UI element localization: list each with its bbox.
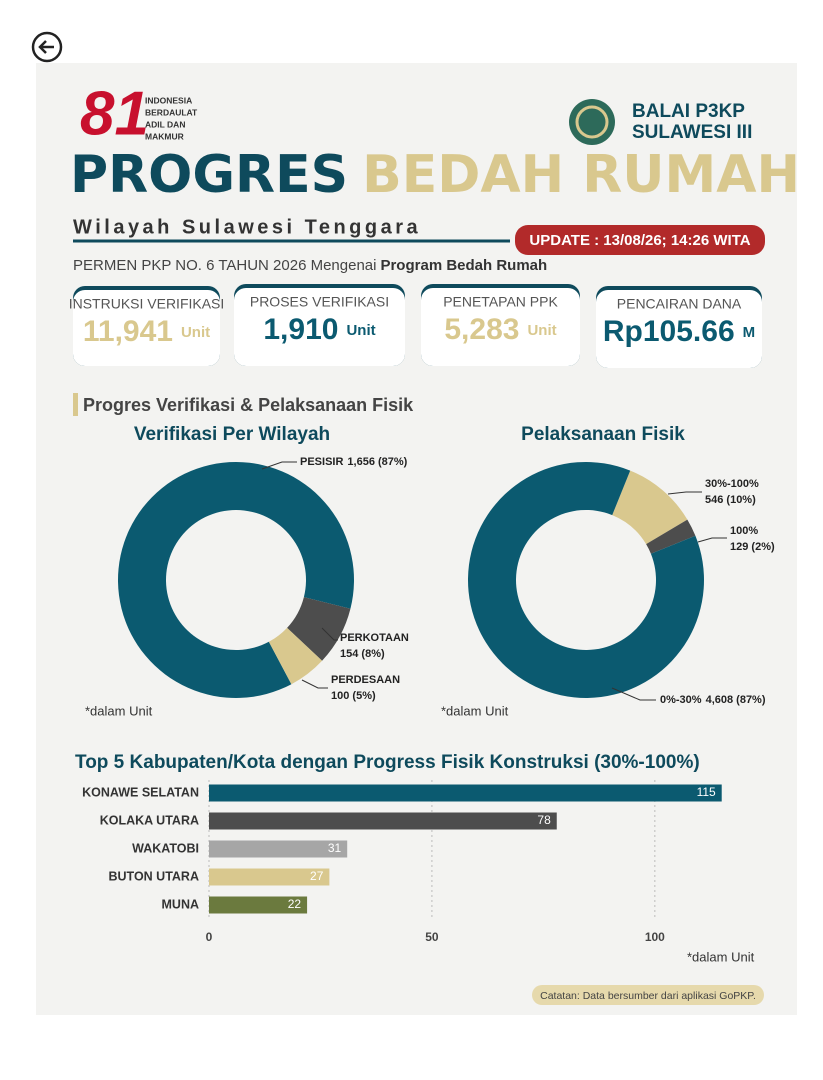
y-tick-label: KOLAKA UTARA xyxy=(100,813,199,827)
donut-slice xyxy=(467,462,705,698)
chart-title: Verifikasi Per Wilayah xyxy=(134,424,330,445)
card-value: Rp105.66 M xyxy=(603,315,755,348)
main-title: PROGRES BEDAH RUMAH xyxy=(70,145,800,205)
card xyxy=(596,290,762,368)
card-label: INSTRUKSI VERIFIKASI xyxy=(69,296,225,312)
x-tick-label: 0 xyxy=(206,930,213,944)
slice-category: 100% xyxy=(730,525,758,537)
leader-line xyxy=(301,679,328,689)
chart-note: *dalam Unit xyxy=(441,703,509,718)
card-label: PENCAIRAN DANA xyxy=(617,296,742,312)
section-title: Progres Verifikasi & Pelaksanaan Fisik xyxy=(83,395,414,415)
logo-81: 81 xyxy=(80,79,149,148)
regulation-bold: Program Bedah Rumah xyxy=(380,257,547,274)
card xyxy=(421,288,580,366)
y-tick-label: BUTON UTARA xyxy=(108,869,199,883)
subtitle: Wilayah Sulawesi Tenggara xyxy=(73,216,421,238)
x-tick-label: 50 xyxy=(425,930,439,944)
slice-label: PESISIR 1,656 (87%) xyxy=(300,456,408,468)
bar-value: 27 xyxy=(310,869,324,883)
card-unit: M xyxy=(743,324,756,341)
card-number: Rp105.66 xyxy=(603,315,735,348)
footer-badge xyxy=(532,985,764,1005)
bar-value: 115 xyxy=(697,785,716,799)
leader-line xyxy=(321,627,338,641)
slice-category: PERKOTAAN xyxy=(340,632,409,644)
donut-slice xyxy=(118,461,355,698)
card-unit: Unit xyxy=(181,324,210,341)
slice-label: 0%-30% 4,608 (87%) xyxy=(660,694,766,706)
card-value: 5,283 Unit xyxy=(444,313,556,346)
donut-slice xyxy=(612,470,688,545)
slice-value: 154 (8%) xyxy=(340,648,385,660)
card-value: 1,910 Unit xyxy=(263,313,375,346)
chart-note: *dalam Unit xyxy=(85,703,153,718)
bar-value: 22 xyxy=(288,897,302,911)
card xyxy=(234,288,405,366)
logo-text: BERDAULAT xyxy=(145,107,198,117)
chart-title: Pelaksanaan Fisik xyxy=(521,424,685,445)
update-badge xyxy=(515,225,765,255)
back-button[interactable] xyxy=(31,31,63,63)
y-tick-label: KONAWE SELATAN xyxy=(82,785,199,799)
back-icon[interactable] xyxy=(31,31,63,63)
leader-line xyxy=(697,537,727,543)
card-unit: Unit xyxy=(346,322,375,339)
slice-value: 546 (10%) xyxy=(705,494,756,506)
donut-slice xyxy=(646,519,696,554)
logo-text: SULAWESI III xyxy=(632,122,752,143)
slice-value: 129 (2%) xyxy=(730,541,775,553)
card-label: PROSES VERIFIKASI xyxy=(250,294,389,310)
leader-line xyxy=(611,687,656,701)
bar-value: 78 xyxy=(537,813,551,827)
back-arrow[interactable] xyxy=(38,40,54,54)
card-number: 1,910 xyxy=(263,313,338,346)
donut-slice xyxy=(268,627,323,685)
card-value: 11,941 Unit xyxy=(83,315,210,348)
section-bar xyxy=(73,393,78,416)
chart-title: Top 5 Kabupaten/Kota dengan Progress Fis… xyxy=(75,752,700,773)
y-tick-label: MUNA xyxy=(162,897,200,911)
slice-category: 0%-30% xyxy=(660,694,702,706)
leader-line xyxy=(261,461,297,470)
y-tick-label: WAKATOBI xyxy=(132,841,199,855)
slice-value: 4,608 (87%) xyxy=(706,694,766,706)
title-part: BEDAH RUMAH xyxy=(362,145,800,205)
card-label: PENETAPAN PPK xyxy=(443,294,558,310)
slice-category: 30%-100% xyxy=(705,478,759,490)
card-number: 5,283 xyxy=(444,313,519,346)
slice-value: 100 (5%) xyxy=(331,690,376,702)
card-number: 11,941 xyxy=(83,315,173,348)
leader-line xyxy=(667,491,702,495)
title-part: PROGRES xyxy=(70,145,348,205)
donut-slice xyxy=(287,597,351,661)
bar-value: 31 xyxy=(328,841,342,855)
update-text: UPDATE : 13/08/26; 14:26 WITA xyxy=(529,232,750,249)
bar xyxy=(209,812,557,830)
bar xyxy=(209,868,330,886)
slice-category: PESISIR xyxy=(300,456,343,468)
footer-text: Catatan: Data bersumber dari aplikasi Go… xyxy=(540,990,756,1002)
regulation: PERMEN PKP NO. 6 TAHUN 2026 Mengenai Prog… xyxy=(73,257,547,274)
logo-emblem-ring xyxy=(575,105,609,139)
bar xyxy=(209,840,348,858)
x-tick-label: 100 xyxy=(645,930,665,944)
bar xyxy=(209,896,308,914)
regulation-text: PERMEN PKP NO. 6 TAHUN 2026 Mengenai xyxy=(73,257,376,274)
card-unit: Unit xyxy=(527,322,556,339)
stat-cards: INSTRUKSI VERIFIKASI 11,941 Unit PROSES VER… xyxy=(69,284,762,368)
chart-note: *dalam Unit xyxy=(687,949,755,964)
logo-text: ADIL DAN xyxy=(145,119,185,129)
logo-text: BALAI P3KP xyxy=(632,101,745,122)
bar xyxy=(209,784,722,802)
slice-category: PERDESAAN xyxy=(331,674,400,686)
slice-value: 1,656 (87%) xyxy=(347,456,407,468)
logo-text: INDONESIA xyxy=(145,95,192,105)
logo-text: MAKMUR xyxy=(145,131,184,141)
card xyxy=(73,290,220,366)
